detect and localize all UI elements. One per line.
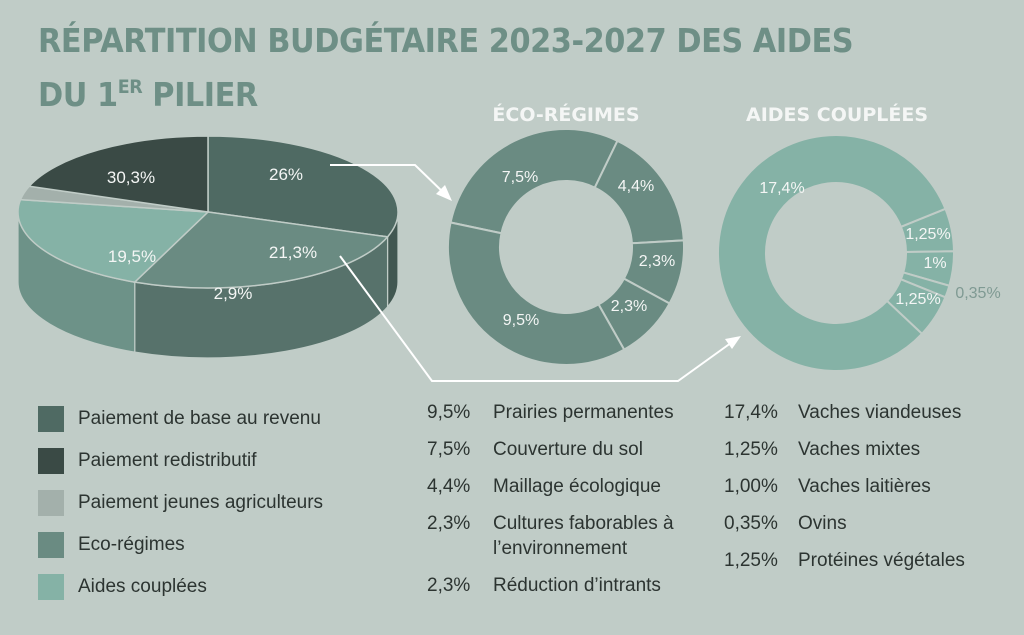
legend-entry: 0,35% Ovins [724, 511, 965, 536]
legend-item: Eco-régimes [38, 524, 323, 566]
legend-entry: 1,25% Vaches mixtes [724, 437, 965, 462]
legend-entry-name: Couverture du sol [493, 439, 643, 460]
legend-label: Paiement redistributif [78, 450, 257, 471]
legend-entry: 4,4% Maillage écologique [427, 474, 698, 499]
pie-slice-2 [17, 198, 210, 283]
couplees-title: AIDES COUPLÉES [746, 103, 928, 126]
eco-title: ÉCO-RÉGIMES [492, 103, 639, 126]
legend-entry: 2,3% Cultures faborables à l’environnemen… [427, 511, 698, 561]
legend-item: Paiement de base au revenu [38, 398, 323, 440]
legend-entry-percent: 1,00% [724, 476, 778, 497]
pie-label-0: 30,3% [107, 168, 155, 187]
legend-entry-name: Vaches viandeuses [798, 402, 962, 423]
legend-entry-percent: 4,4% [427, 476, 471, 497]
legend-swatch [38, 448, 64, 474]
legend-entry-percent: 9,5% [427, 402, 471, 423]
title-line-2-sup: ER [117, 76, 143, 98]
couplees-label-4: 17,4% [759, 180, 804, 197]
connector-arrows [330, 164, 741, 382]
legend-entry-name: Ovins [798, 513, 847, 534]
legend-entry: 17,4% Vaches viandeuses [724, 400, 965, 425]
pie-top [17, 135, 399, 289]
legend-entry-name: Réduction d’intrants [493, 575, 661, 596]
pie-slice-1 [133, 211, 390, 289]
legend-entry: 1,25% Protéines végétales [724, 548, 965, 573]
eco-label-2: 2,3% [639, 253, 675, 270]
legend-entry-name: Cultures faborables à l’environnement [493, 513, 674, 559]
couplees-label-3: 1,25% [895, 291, 940, 308]
legend-entry-name: Protéines végétales [798, 550, 965, 571]
legend-entry-percent: 2,3% [427, 513, 471, 534]
legend-entry-percent: 17,4% [724, 402, 778, 423]
legend-label: Paiement de base au revenu [78, 408, 321, 429]
pie-label-4: 19,5% [108, 247, 156, 266]
title-line-2-post: PILIER [142, 75, 258, 114]
aides-couplees-legend: 17,4% Vaches viandeuses 1,25% Vaches mixtes… [724, 400, 965, 585]
couplees-label-2: 0,35% [955, 285, 1000, 302]
eco-label-4: 9,5% [503, 312, 539, 329]
legend-label: Aides couplées [78, 576, 207, 597]
eco-regimes-legend: 9,5% Prairies permanentes 7,5% Couverture d… [427, 400, 698, 610]
legend-entry-name: Vaches mixtes [798, 439, 921, 460]
legend-swatch [38, 490, 64, 516]
main-legend: Paiement de base au revenu Paiement redis… [38, 398, 323, 608]
arrow-to-aides-couplees [339, 255, 736, 382]
arrow-to-eco-regimes [330, 164, 448, 197]
legend-entry: 7,5% Couverture du sol [427, 437, 698, 462]
pie-label-2: 21,3% [269, 243, 317, 262]
legend-entry-percent: 7,5% [427, 439, 471, 460]
legend-entry-name: Vaches laitières [798, 476, 931, 497]
eco-donut: ÉCO-RÉGIMES 7,5% 4,4% 2,3% 2,3% 9,5% [447, 103, 685, 366]
eco-label-3: 2,3% [611, 298, 647, 315]
arrowhead-couplees [725, 336, 741, 349]
legend-entry-percent: 1,25% [724, 550, 778, 571]
legend-entry-name: Maillage écologique [493, 476, 661, 497]
legend-entry-percent: 2,3% [427, 575, 471, 596]
couplees-label-0: 1,25% [905, 226, 950, 243]
pie-label-1: 26% [269, 165, 303, 184]
couplees-slice-4 [717, 134, 947, 372]
eco-slice-4 [447, 221, 626, 366]
title-line-2-pre: DU 1 [38, 75, 118, 114]
legend-entry-percent: 1,25% [724, 439, 778, 460]
legend-entry-name: Prairies permanentes [493, 402, 674, 423]
legend-label: Eco-régimes [78, 534, 185, 555]
eco-slice-0 [449, 128, 619, 235]
legend-entry-percent: 0,35% [724, 513, 778, 534]
title-line-1: RÉPARTITION BUDGÉTAIRE 2023-2027 DES AID… [38, 21, 854, 60]
eco-label-1: 4,4% [618, 178, 654, 195]
legend-swatch [38, 532, 64, 558]
pie-label-3: 2,9% [214, 284, 253, 303]
legend-swatch [38, 406, 64, 432]
legend-item: Paiement redistributif [38, 440, 323, 482]
legend-entry: 1,00% Vaches laitières [724, 474, 965, 499]
pie-slice-0 [207, 135, 399, 238]
chart-title: RÉPARTITION BUDGÉTAIRE 2023-2027 DES AID… [38, 18, 854, 118]
legend-item: Aides couplées [38, 566, 323, 608]
legend-item: Paiement jeunes agriculteurs [38, 482, 323, 524]
legend-swatch [38, 574, 64, 600]
pie-slice-4 [27, 135, 209, 213]
couplees-label-1: 1% [923, 255, 946, 272]
couplees-donut: AIDES COUPLÉES 1,25% 1% 0,35% 1,25% 17,4% [717, 103, 1001, 372]
legend-label: Paiement jeunes agriculteurs [78, 492, 324, 513]
legend-entry: 9,5% Prairies permanentes [427, 400, 698, 425]
title-line-2: DU 1ER PILIER [38, 64, 853, 118]
arrowhead-eco [436, 185, 452, 201]
eco-label-0: 7,5% [502, 169, 538, 186]
legend-entry: 2,3% Réduction d’intrants [427, 573, 698, 598]
